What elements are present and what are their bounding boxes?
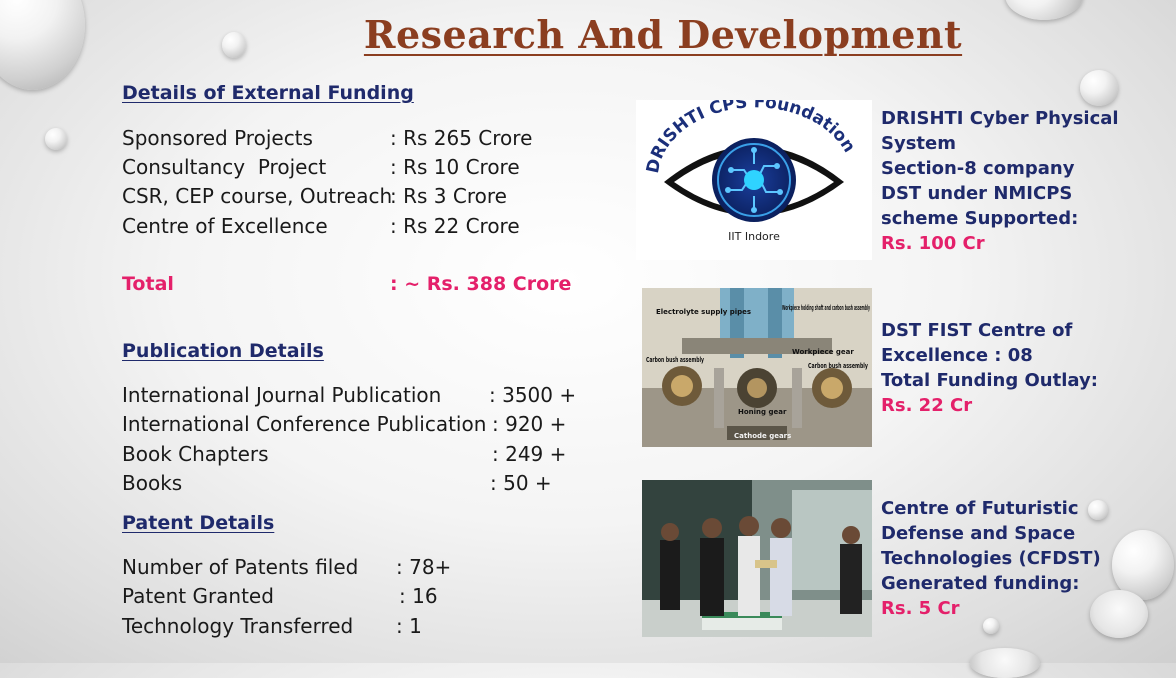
water-drop-decoration [1090,590,1148,638]
fist-card-text: DST FIST Centre of Excellence : 08 Total… [881,318,1171,418]
water-drop-decoration [970,648,1040,678]
water-drop-decoration [1088,500,1108,520]
card-line: Defense and Space [881,523,1076,544]
photo-label: Workpiece holding shaft and carbon bush … [782,304,870,312]
lab-equipment-photo: Electrolyte supply pipes Workpiece holdi… [642,288,872,447]
patent-label: Technology Transferred [122,614,354,638]
publication-heading: Publication Details [122,340,324,362]
card-amount: Rs. 100 Cr [881,233,985,254]
funding-label: Consultancy Project [122,155,327,179]
cfdst-card-text: Centre of Futuristic Defense and Space T… [881,496,1171,621]
funding-label: CSR, CEP course, Outreach [122,184,393,208]
drishti-logo: DRISHTI CPS Foundation IIT Indore [636,100,872,260]
photo-label: Carbon bush assembly [646,356,704,364]
patent-label: Patent Granted [122,584,274,608]
water-drop-decoration [0,0,85,90]
card-line: DST under NMICPS [881,183,1073,204]
card-line: Generated funding: [881,573,1080,594]
external-funding-heading: Details of External Funding [122,82,414,104]
card-line: Excellence : 08 [881,345,1033,366]
publication-label: International Conference Publication [122,412,487,436]
patent-label: Number of Patents filed [122,555,359,579]
event-photo [642,480,872,637]
water-drop-decoration [1080,70,1118,106]
card-line: DRISHTI Cyber Physical [881,108,1119,129]
patent-value: : 16 [399,584,438,608]
publication-label: International Journal Publication [122,383,442,407]
funding-value: : Rs 10 Crore [390,155,520,179]
card-line: Total Funding Outlay: [881,370,1098,391]
card-line: Section-8 company [881,158,1075,179]
card-line: System [881,133,956,154]
funding-total-value: : ~ Rs. 388 Crore [390,273,572,295]
publication-label: Book Chapters [122,442,269,466]
photo-label: Cathode gears [734,432,791,440]
card-line: Centre of Futuristic [881,498,1079,519]
funding-value: : Rs 265 Crore [390,126,533,150]
publication-value: : 249 + [492,442,567,466]
photo-label: Honing gear [738,408,787,416]
funding-label: Centre of Excellence [122,214,328,238]
funding-value: : Rs 3 Crore [390,184,507,208]
water-drop-decoration [1112,530,1174,600]
funding-total-label: Total [122,273,174,295]
card-line: DST FIST Centre of [881,320,1073,341]
funding-label: Sponsored Projects [122,126,313,150]
publication-label: Books [122,471,183,495]
patent-value: : 1 [396,614,422,638]
logo-subtext: IIT Indore [728,230,780,243]
patent-value: : 78+ [396,555,452,579]
card-line: Technologies (CFDST) [881,548,1101,569]
water-drop-decoration [1005,0,1083,20]
page-title: Research And Development [363,12,963,57]
card-line: scheme Supported: [881,208,1079,229]
funding-value: : Rs 22 Crore [390,214,520,238]
patent-heading: Patent Details [122,512,275,534]
publication-value: : 920 + [492,412,567,436]
card-amount: Rs. 5 Cr [881,598,960,619]
publication-value: : 50 + [490,471,552,495]
publication-value: : 3500 + [489,383,577,407]
water-drop-decoration [222,32,246,58]
water-drop-decoration [45,128,67,150]
card-amount: Rs. 22 Cr [881,395,973,416]
photo-label: Electrolyte supply pipes [656,308,751,316]
drishti-card-text: DRISHTI Cyber Physical System Section-8 … [881,106,1171,256]
photo-label: Carbon bush assembly [808,362,868,370]
water-drop-decoration [983,618,999,634]
photo-label: Workpiece gear [792,348,854,356]
